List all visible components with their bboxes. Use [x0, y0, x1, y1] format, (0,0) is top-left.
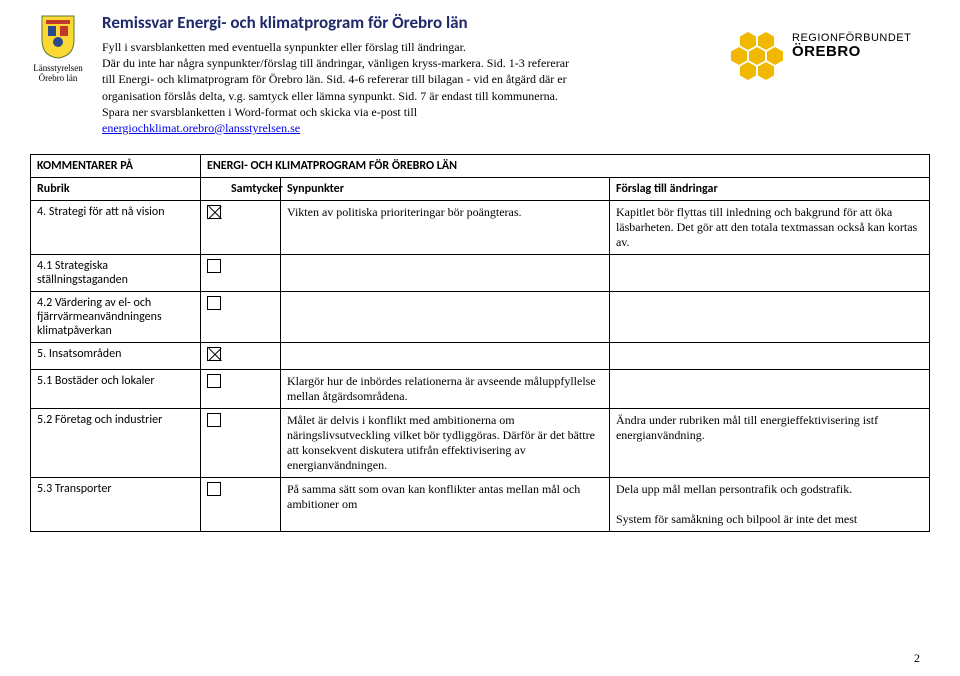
table-row: 5.2 Företag och industrier Målet är delvi… [31, 409, 930, 478]
cell-synpunkter [281, 255, 610, 292]
samtycker-checkbox[interactable] [207, 374, 221, 388]
intro-p2: Där du inte har några synpunkter/förslag… [102, 56, 569, 119]
cell-forslag [609, 292, 929, 343]
table-header-row-2: Rubrik Samtycker Synpunkter Förslag till… [31, 178, 930, 201]
cell-samtycker [201, 201, 281, 255]
cell-rubrik: 4. Strategi för att nå vision [31, 201, 201, 255]
hdr-rubrik: Rubrik [31, 178, 201, 201]
cell-rubrik: 5. Insatsområden [31, 343, 201, 370]
cell-synpunkter: Vikten av politiska prioriteringar bör p… [281, 201, 610, 255]
cell-synpunkter [281, 343, 610, 370]
hex-icon [730, 32, 784, 82]
cell-samtycker [201, 370, 281, 409]
cell-samtycker [201, 292, 281, 343]
right-logo: REGIONFÖRBUNDET ÖREBRO [730, 12, 930, 136]
cell-synpunkter: Klargör hur de inbördes relationerna är … [281, 370, 610, 409]
cell-forslag [609, 370, 929, 409]
cell-rubrik: 5.2 Företag och industrier [31, 409, 201, 478]
intro-text: Fyll i svarsblanketten med eventuella sy… [102, 39, 582, 136]
cell-rubrik: 4.2 Värdering av el- och fjärrvärmeanvän… [31, 292, 201, 343]
right-logo-line2: ÖREBRO [792, 44, 911, 61]
left-logo: Länsstyrelsen Örebro län [30, 12, 86, 136]
left-logo-line2: Örebro län [30, 74, 86, 84]
intro-email-link[interactable]: energiochklimat.orebro@lansstyrelsen.se [102, 121, 300, 135]
intro-p1: Fyll i svarsblanketten med eventuella sy… [102, 39, 582, 55]
table-row: 5.3 Transporter På samma sätt som ovan ka… [31, 478, 930, 532]
cell-samtycker [201, 409, 281, 478]
page-title: Remissvar Energi- och klimatprogram för … [102, 12, 714, 33]
table-row: 4.2 Värdering av el- och fjärrvärmeanvän… [31, 292, 930, 343]
cell-rubrik: 4.1 Strategiska ställningstaganden [31, 255, 201, 292]
samtycker-checkbox[interactable] [207, 259, 221, 273]
hdr-samtycker: Samtycker [201, 178, 281, 201]
cell-synpunkter: På samma sätt som ovan kan konflikter an… [281, 478, 610, 532]
samtycker-checkbox[interactable] [207, 296, 221, 310]
cell-samtycker [201, 478, 281, 532]
cell-forslag: Ändra under rubriken mål till energieffe… [609, 409, 929, 478]
cell-forslag [609, 343, 929, 370]
samtycker-checkbox[interactable] [207, 413, 221, 427]
hdr-program: ENERGI- OCH KLIMATPROGRAM FÖR ÖREBRO LÄN [201, 155, 930, 178]
cell-forslag [609, 255, 929, 292]
table-row: 5.1 Bostäder och lokaler Klargör hur de i… [31, 370, 930, 409]
cell-forslag: Kapitlet bör flyttas till inledning och … [609, 201, 929, 255]
cell-synpunkter [281, 292, 610, 343]
samtycker-checkbox[interactable] [207, 347, 221, 361]
hdr-synpunkter: Synpunkter [281, 178, 610, 201]
page-number: 2 [914, 651, 920, 666]
hdr-forslag: Förslag till ändringar [609, 178, 929, 201]
cell-forslag: Dela upp mål mellan persontrafik och god… [609, 478, 929, 532]
cell-rubrik: 5.3 Transporter [31, 478, 201, 532]
samtycker-checkbox[interactable] [207, 205, 221, 219]
page-header: Länsstyrelsen Örebro län Remissvar Energ… [30, 12, 930, 136]
cell-synpunkter: Målet är delvis i konflikt med ambitione… [281, 409, 610, 478]
table-header-row-1: KOMMENTARER PÅ ENERGI- OCH KLIMATPROGRAM… [31, 155, 930, 178]
table-row: 4. Strategi för att nå vision Vikten av p… [31, 201, 930, 255]
right-logo-text: REGIONFÖRBUNDET ÖREBRO [792, 32, 911, 61]
crest-icon [38, 12, 78, 60]
cell-rubrik: 5.1 Bostäder och lokaler [31, 370, 201, 409]
header-text: Remissvar Energi- och klimatprogram för … [102, 12, 714, 136]
table-row: 5. Insatsområden [31, 343, 930, 370]
samtycker-checkbox[interactable] [207, 482, 221, 496]
cell-samtycker [201, 343, 281, 370]
table-row: 4.1 Strategiska ställningstaganden [31, 255, 930, 292]
hdr-kommentarer: KOMMENTARER PÅ [31, 155, 201, 178]
cell-samtycker [201, 255, 281, 292]
comments-table: KOMMENTARER PÅ ENERGI- OCH KLIMATPROGRAM… [30, 154, 930, 532]
